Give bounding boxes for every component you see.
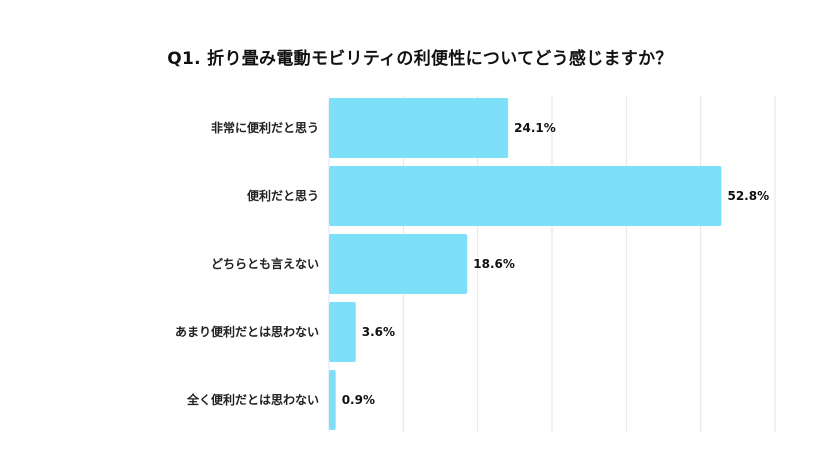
bar [329,370,336,430]
bar [329,234,468,294]
value-label: 18.6% [473,257,515,271]
value-labels: 24.1% 52.8% 18.6% 3.6% 0.9% [342,121,769,407]
category-label: あまり便利だとは思わない [175,324,319,339]
category-label: どちらとも言えない [211,256,319,271]
value-label: 52.8% [727,189,769,203]
chart-title: Q1. 折り畳み電動モビリティの利便性についてどう感じますか？ [167,49,673,69]
value-label: 24.1% [514,121,556,135]
category-label: 非常に便利だと思う [211,120,319,135]
bar [329,166,722,226]
category-label: 便利だと思う [247,188,319,203]
category-labels: 非常に便利だと思う便利だと思うどちらとも言えないあまり便利だとは思わない全く便利… [175,120,319,407]
value-label: 3.6% [362,325,395,339]
bar [329,302,356,362]
category-label: 全く便利だとは思わない [186,392,319,407]
bar [329,98,509,158]
bars [329,98,722,430]
value-label: 0.9% [342,393,375,407]
